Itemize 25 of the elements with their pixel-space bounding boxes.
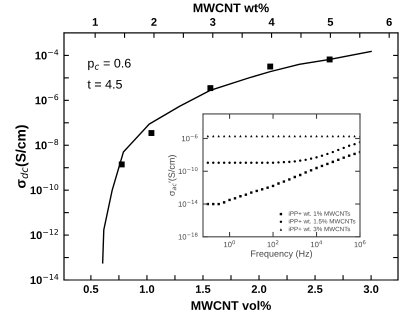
x-tick-label: 2.5 (308, 285, 322, 294)
y-tick-label: 10$^{−12}$ (30, 229, 58, 240)
y-tick-label: 10$^{−10}$ (30, 184, 58, 194)
y-tick-label: 10$^{−4}$ (36, 49, 58, 60)
y-tick-label: 10$^{−14}$ (30, 274, 58, 284)
y-axis-title: σ$_{ac}$′(S/cm) (168, 155, 177, 196)
annotation: p$_{c}$ = 0.6 (88, 58, 131, 70)
x2-tick-label: 5 (328, 18, 334, 26)
x-tick-label: 0.5 (84, 285, 98, 294)
x2-tick-label: 4 (268, 18, 275, 26)
x-tick-label: 1.0 (140, 285, 154, 294)
x2-axis-title: MWCNT wt% (194, 3, 269, 12)
x-tick-label: 1.5 (196, 285, 210, 294)
x2-tick-label: 2 (151, 18, 157, 26)
x-tick-label: 3.0 (364, 285, 378, 294)
y-tick-label: 10$^{−6}$ (36, 94, 58, 104)
x2-tick-label: 3 (210, 18, 216, 26)
x2-tick-label: 6 (386, 18, 392, 26)
x-axis-title: MWCNT vol% (192, 300, 271, 310)
x-axis-title: Frequency (Hz) (251, 250, 312, 259)
x2-tick-label: 1 (92, 18, 98, 26)
y-tick-label: 10$^{−8}$ (36, 139, 58, 150)
x-tick-label: 2.0 (252, 285, 266, 294)
annotation: t = 4.5 (88, 80, 122, 89)
y-axis-title: σ$_{dc}$(S/cm) (15, 125, 28, 188)
